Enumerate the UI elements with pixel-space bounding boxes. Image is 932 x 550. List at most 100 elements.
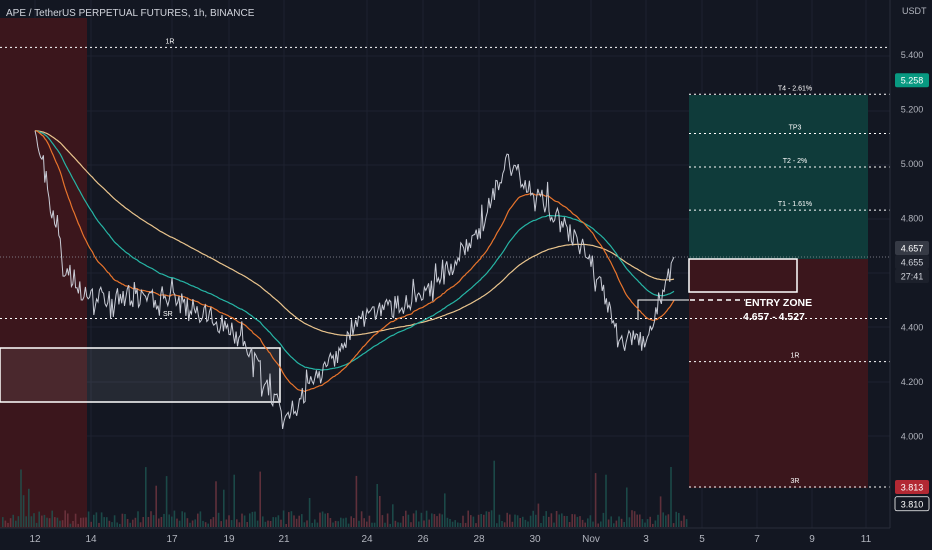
volume-bar [80,517,82,527]
volume-bar [412,513,415,527]
stop-loss-badge: 3.813 [901,482,924,492]
volume-bar [233,474,235,527]
volume-bar [329,518,332,527]
volume-bar [48,518,51,527]
x-tick-label: 3 [643,534,649,545]
volume-bar [165,476,168,527]
volume-bar [597,523,599,527]
x-tick-label: 9 [809,534,815,545]
volume-bar [431,513,433,527]
volume-bar [181,511,183,527]
volume-bar [394,520,397,527]
volume-bar [108,520,111,527]
volume-bar [251,511,254,527]
volume-bar [290,511,293,527]
time-axis[interactable]: 12 14 17 19 21 24 26 28 30 Nov 3 5 7 9 11 [29,534,871,545]
volume-bar [17,516,20,527]
historical-risk-zone [0,18,87,528]
volume-bar [20,469,22,527]
x-tick-label: 11 [861,534,872,545]
volume-bar [672,523,675,527]
volume-bar [267,520,269,527]
volume-bar [555,511,558,527]
volume-bar [519,518,521,527]
volume-bar [592,521,594,527]
volume-bar [542,515,545,527]
price-level-name: T4 - 2.61% [778,85,812,92]
volume-bar [381,515,384,527]
volume-bar [334,520,337,527]
volume-bar [217,512,220,527]
price-level-name: T1 - 1.61% [778,201,812,208]
volume-bar [54,517,56,527]
volume-bar [319,512,321,527]
volume-bar [77,523,79,527]
volume-bar [607,519,610,527]
volume-bar [649,516,651,527]
volume-bar [402,516,404,527]
volume-bar [35,522,38,527]
volume-bar [308,498,311,527]
volume-bar [397,522,399,527]
volume-bar [366,521,368,527]
x-tick-label: Nov [582,534,600,545]
volume-bar [522,516,524,527]
volume-bar [150,511,152,527]
volume-bar [98,522,100,527]
volume-bar [680,520,683,527]
volume-bar [249,513,251,527]
volume-bar [620,518,623,527]
y-tick-label: 4.400 [901,323,924,333]
volume-bar [204,522,207,527]
entry-zone-bracket [637,299,689,320]
volume-bar [441,514,443,527]
volume-bar [353,518,355,527]
volume-bar [472,516,475,527]
volume-bar [28,488,30,527]
volume-bar [470,515,472,527]
volume-bar [93,514,95,527]
countdown-badge: 27:41 [901,271,924,281]
x-tick-label: 12 [29,534,41,545]
price-level-name: T2 - 2% [783,158,808,165]
volume-bar [467,510,469,527]
volume-bar [72,521,74,527]
demand-zone-box [0,347,281,403]
low-price-badge-box [894,496,930,512]
volume-bar [2,517,4,527]
volume-bar [332,522,334,527]
volume-bar [254,511,256,527]
volume-bar [82,517,85,527]
support-label: SR [163,311,173,318]
volume-bar [373,522,376,527]
volume-bar [602,512,605,527]
volume-bar [134,517,137,527]
volume-bar [46,517,48,527]
volume-bar [119,523,121,527]
volume-bar [511,521,514,527]
volume-bar [314,519,316,527]
volume-bar [451,521,454,527]
volume-bar [488,511,490,527]
stop-loss-zone [689,259,868,488]
volume-bar [358,520,360,527]
symbol-title: APE / TetherUS PERPETUAL FUTURES, 1h, BI… [6,8,255,19]
volume-bar [501,521,503,527]
volume-bar [457,522,459,527]
volume-bar [558,514,560,527]
volume-bar [524,519,527,527]
volume-bar [74,513,77,527]
volume-bar [337,521,339,527]
volume-bar [306,520,308,527]
volume-bar [574,514,576,527]
volume-bar [652,523,654,527]
volume-bar [116,522,118,527]
entry-zone-box [688,258,798,293]
x-tick-label: 5 [699,534,705,545]
volume-bar [389,523,391,527]
volume-bar [493,460,495,527]
volume-bar [418,521,420,527]
secondary-price-badge-box [895,254,929,269]
volume-bar [238,522,241,527]
